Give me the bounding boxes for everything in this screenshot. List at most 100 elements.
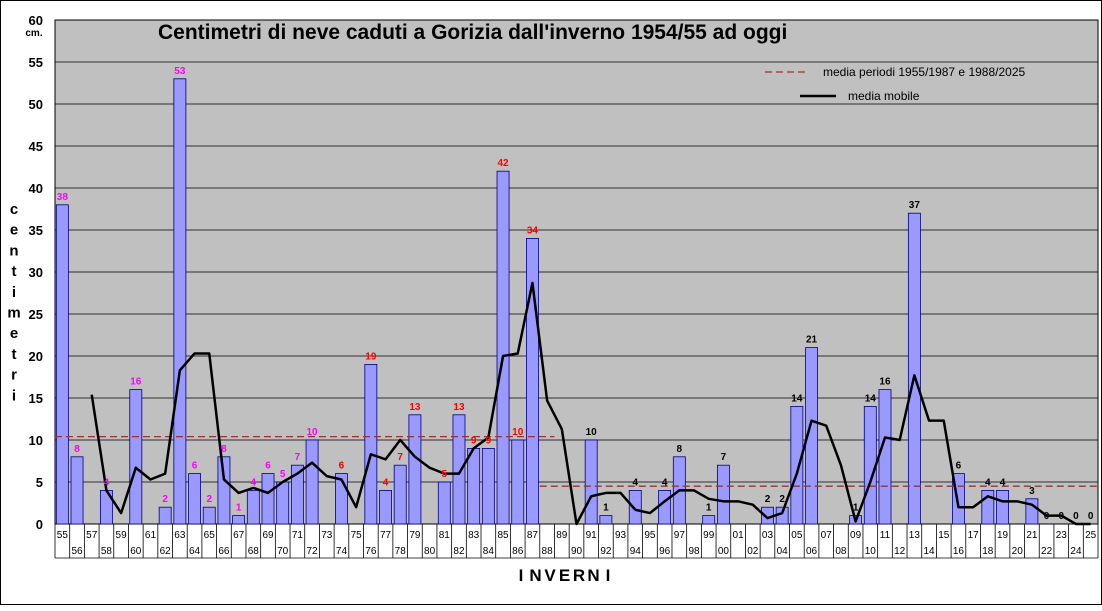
- x-tick-label: 76: [365, 546, 377, 557]
- x-tick-label: 90: [571, 546, 583, 557]
- value-label-56: 8: [74, 444, 80, 455]
- x-tick-label: 55: [57, 530, 69, 541]
- bar-91: [584, 439, 598, 525]
- value-label-76: 19: [365, 351, 377, 362]
- y-axis-title-letter: t: [12, 263, 17, 280]
- x-tick-label: 88: [542, 546, 554, 557]
- value-label-81: 5: [442, 469, 448, 480]
- x-tick-label: 65: [204, 530, 216, 541]
- value-label-05: 14: [791, 393, 803, 404]
- value-label-10: 14: [865, 393, 877, 404]
- x-tick-label: 00: [718, 546, 730, 557]
- x-tick-label: 78: [395, 546, 407, 557]
- x-axis-title-letter: R: [573, 566, 585, 585]
- y-axis-title-letter: i: [12, 284, 16, 301]
- x-tick-label: 87: [527, 530, 539, 541]
- value-label-16: 6: [956, 461, 962, 472]
- value-label-09: 1: [853, 503, 859, 514]
- value-label-03: 2: [765, 494, 771, 505]
- x-tick-label: 83: [468, 530, 480, 541]
- x-tick-label: 95: [644, 530, 656, 541]
- value-label-06: 21: [806, 335, 818, 346]
- moving-average: [90, 281, 1091, 526]
- y-tick-label: 10: [29, 433, 43, 448]
- x-tick-label: 85: [497, 530, 509, 541]
- x-tick-label: 94: [630, 546, 642, 557]
- x-tick-label: 79: [409, 530, 421, 541]
- x-axis-title-letter: E: [559, 566, 570, 585]
- x-tick-label: 57: [86, 530, 98, 541]
- y-tick-label: 45: [29, 139, 43, 154]
- x-tick-label: 14: [924, 546, 936, 557]
- value-label-65: 2: [206, 494, 212, 505]
- value-label-63: 53: [174, 66, 186, 77]
- x-tick-label: 81: [439, 530, 451, 541]
- value-label-85: 42: [497, 158, 509, 169]
- y-axis-title-letter: e: [10, 325, 18, 342]
- legend: media periodi 1955/1987 e 1988/2025 media…: [765, 65, 1025, 103]
- x-tick-label: 66: [218, 546, 230, 557]
- bar-63: [173, 78, 187, 525]
- x-tick-label: 70: [277, 546, 289, 557]
- bar-68: [246, 489, 260, 525]
- bar-71: [290, 464, 304, 525]
- value-label-23: 0: [1058, 511, 1064, 522]
- value-label-79: 13: [409, 402, 421, 413]
- bar-19: [996, 489, 1009, 525]
- value-label-19: 4: [1000, 477, 1006, 488]
- x-tick-label: 84: [483, 546, 495, 557]
- legend-label-moving-average: media mobile: [848, 89, 920, 103]
- value-label-71: 7: [295, 452, 301, 463]
- value-label-84: 9: [486, 435, 492, 446]
- value-label-87: 34: [527, 225, 539, 236]
- x-tick-label: 03: [762, 530, 774, 541]
- value-label-22: 0: [1044, 511, 1050, 522]
- value-label-21: 3: [1029, 486, 1035, 497]
- x-tick-label: 23: [1056, 530, 1068, 541]
- x-tick-label: 86: [512, 546, 524, 557]
- y-tick-label: 60: [29, 13, 43, 28]
- bar-69: [261, 473, 275, 525]
- x-tick-label: 11: [880, 530, 891, 541]
- value-label-58: 4: [104, 477, 110, 488]
- x-tick-label: 99: [703, 530, 715, 541]
- y-axis-title-letter: m: [7, 305, 20, 322]
- bar-92: [599, 515, 613, 525]
- value-label-83: 9: [471, 435, 477, 446]
- bar-85: [496, 170, 510, 525]
- bar-87: [526, 237, 539, 525]
- value-label-24: 0: [1073, 511, 1079, 522]
- value-label-68: 4: [251, 477, 257, 488]
- value-label-60: 16: [130, 377, 142, 388]
- bar-76: [364, 363, 378, 525]
- y-axis-title-letter: t: [12, 346, 17, 363]
- value-label-55: 38: [57, 192, 69, 203]
- bar-99: [702, 515, 716, 525]
- y-tick-label: 20: [29, 349, 43, 364]
- bar-94: [628, 489, 642, 525]
- x-axis-title-letter: I: [519, 566, 524, 585]
- grid-lines: [55, 19, 1098, 525]
- x-tick-label: 08: [835, 546, 847, 557]
- x-tick-label: 59: [116, 530, 128, 541]
- x-tick-label: 21: [1026, 530, 1038, 541]
- bar-77: [379, 489, 392, 525]
- bar-11: [878, 389, 892, 525]
- bar-81: [437, 481, 451, 525]
- x-tick-label: 07: [821, 530, 833, 541]
- x-tick-label: 61: [145, 530, 157, 541]
- x-tick-label: 73: [321, 530, 333, 541]
- x-tick-label: 12: [894, 546, 906, 557]
- x-tick-label: 02: [747, 546, 759, 557]
- bar-96: [658, 489, 672, 525]
- bar-84: [481, 447, 495, 525]
- bar-05: [790, 405, 804, 525]
- y-tick-label: 15: [29, 391, 43, 406]
- x-tick-label: 91: [586, 530, 598, 541]
- x-tick-label: 77: [380, 530, 392, 541]
- bar-67: [232, 515, 246, 525]
- x-tick-label: 56: [71, 546, 83, 557]
- x-tick-label: 20: [1012, 546, 1024, 557]
